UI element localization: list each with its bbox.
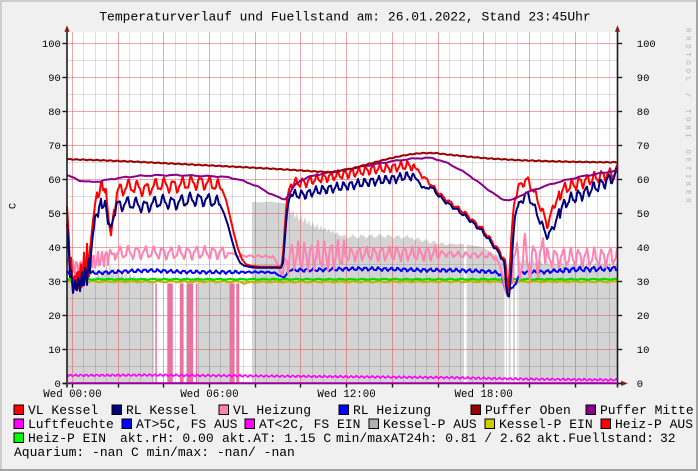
svg-text:90: 90	[637, 73, 650, 85]
svg-text:10: 10	[637, 345, 650, 357]
svg-text:Kessel-P AUS: Kessel-P AUS	[383, 417, 477, 432]
svg-text:RL Kessel: RL Kessel	[126, 403, 196, 418]
svg-text:40: 40	[48, 243, 61, 255]
svg-text:Heiz-P AUS: Heiz-P AUS	[615, 417, 693, 432]
svg-text:80: 80	[637, 107, 650, 119]
svg-text:C: C	[8, 203, 20, 209]
svg-text:Wed 00:00: Wed 00:00	[43, 389, 101, 401]
svg-text:70: 70	[48, 141, 61, 153]
svg-text:30: 30	[637, 277, 650, 289]
svg-text:akt.rH: 0.00: akt.rH: 0.00	[120, 431, 214, 446]
svg-text:50: 50	[48, 209, 61, 221]
svg-text:80: 80	[48, 107, 61, 119]
svg-text:0: 0	[637, 379, 643, 391]
svg-text:90: 90	[48, 73, 61, 85]
svg-text:32: 32	[660, 431, 676, 446]
svg-text:VL Kessel: VL Kessel	[28, 403, 98, 418]
svg-text:20: 20	[637, 311, 650, 323]
svg-text:akt.AT: 1.15 C: akt.AT: 1.15 C	[222, 431, 331, 446]
svg-text:Wed 06:00: Wed 06:00	[180, 389, 238, 401]
svg-text:100: 100	[42, 39, 61, 51]
svg-text:60: 60	[637, 175, 650, 187]
svg-text:RL Heizung: RL Heizung	[353, 403, 431, 418]
svg-text:Heiz-P EIN: Heiz-P EIN	[28, 431, 106, 446]
svg-text:Puffer Oben: Puffer Oben	[485, 403, 571, 418]
svg-text:100: 100	[637, 39, 656, 51]
svg-text:Wed 18:00: Wed 18:00	[455, 389, 513, 401]
svg-text:60: 60	[48, 175, 61, 187]
svg-text:VL Heizung: VL Heizung	[233, 403, 311, 418]
svg-text:min/maxAT24h: 0.81 / 2.62: min/maxAT24h: 0.81 / 2.62	[336, 431, 531, 446]
svg-text:Wed 12:00: Wed 12:00	[317, 389, 375, 401]
svg-text:30: 30	[48, 277, 61, 289]
svg-text:Puffer Mitte: Puffer Mitte	[600, 403, 694, 418]
svg-text:akt.Fuellstand:: akt.Fuellstand:	[537, 431, 654, 446]
svg-text:Kessel-P EIN: Kessel-P EIN	[499, 417, 593, 432]
svg-text:AT<2C, FS EIN: AT<2C, FS EIN	[259, 417, 360, 432]
svg-text:20: 20	[48, 311, 61, 323]
svg-text:70: 70	[637, 141, 650, 153]
svg-text:Temperaturverlauf und Fuellsta: Temperaturverlauf und Fuellstand am: 26.…	[99, 10, 590, 25]
svg-text:0: 0	[54, 379, 60, 391]
svg-text:AT>5C, FS AUS: AT>5C, FS AUS	[136, 417, 238, 432]
svg-text:Luftfeuchte: Luftfeuchte	[28, 417, 114, 432]
svg-text:50: 50	[637, 209, 650, 221]
svg-text:RRDTOOL / TOBI OETIKER: RRDTOOL / TOBI OETIKER	[683, 28, 691, 206]
svg-text:Aquarium: -nan C min/max: -na: Aquarium: -nan C min/max: -nan/ -nan	[14, 445, 295, 460]
svg-text:40: 40	[637, 243, 650, 255]
svg-text:10: 10	[48, 345, 61, 357]
